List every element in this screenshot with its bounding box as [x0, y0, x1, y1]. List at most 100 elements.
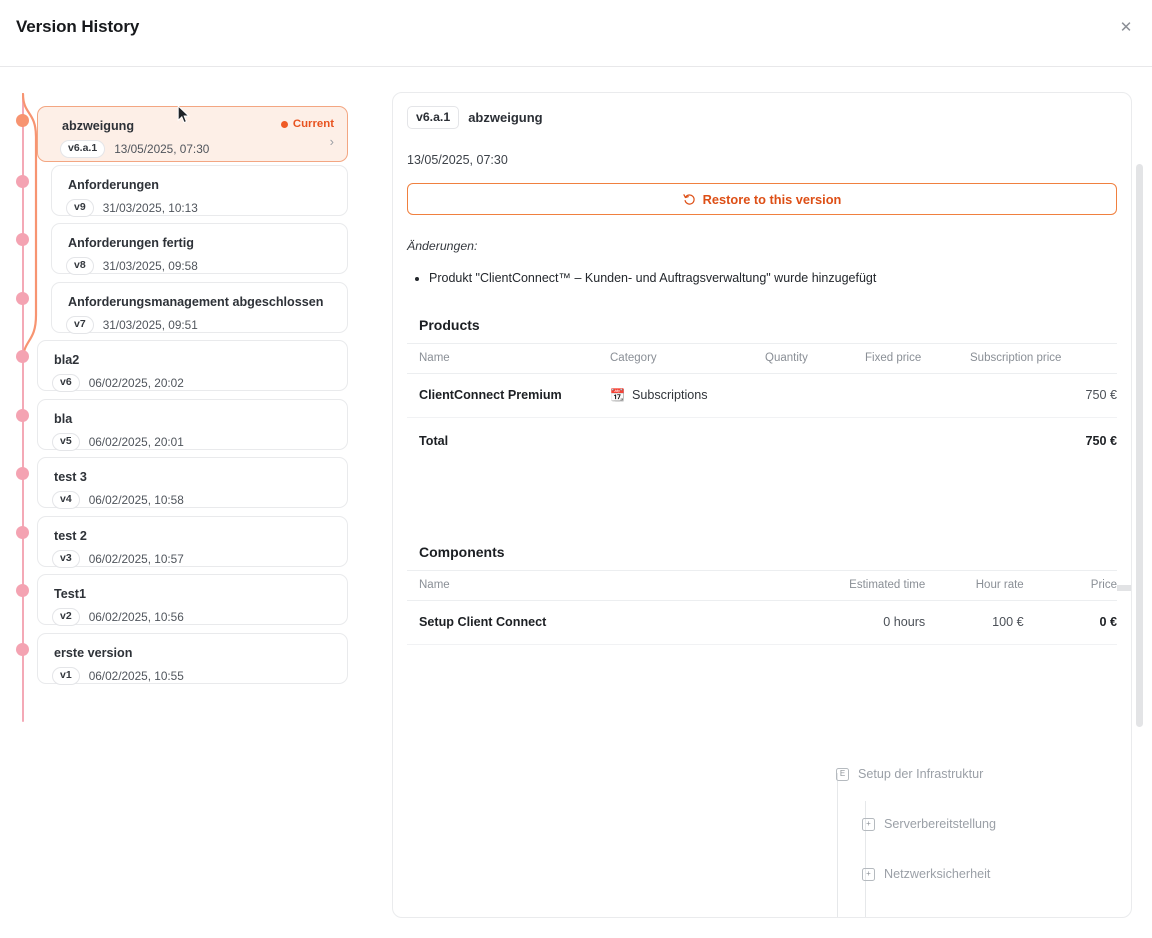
timeline-dot: [16, 292, 29, 305]
components-table: Name Estimated time Hour rate Price Setu…: [407, 570, 1117, 645]
tree-guide-line: [837, 773, 838, 917]
restore-undo-icon: [683, 193, 695, 205]
tree-guide-line: [865, 801, 866, 917]
products-table: Name Category Quantity Fixed price Subsc…: [407, 343, 1117, 463]
version-date: 06/02/2025, 10:55: [88, 668, 184, 683]
version-card-v5[interactable]: bla v5 06/02/2025, 20:01: [37, 399, 348, 451]
plus-box-icon: +: [862, 867, 875, 881]
spacer-cell: [765, 418, 865, 464]
chevron-right-icon[interactable]: ›: [329, 134, 334, 149]
version-name: Test1: [54, 587, 86, 601]
tree-item-label-wrap: + Serverbereitstellung: [862, 817, 996, 831]
version-meta: v3 06/02/2025, 10:57: [52, 550, 184, 568]
tree-item[interactable]: E Setup der Infrastruktur -: [813, 753, 1131, 803]
tree-item-label-wrap: ☷ Hausaufgabenliste für Kunde: [862, 917, 1046, 918]
component-name: Setup Client Connect: [407, 600, 817, 645]
changes-label: Änderungen:: [407, 239, 478, 253]
col-name: Name: [407, 570, 817, 601]
version-card-v1[interactable]: erste version v1 06/02/2025, 10:55: [37, 633, 348, 685]
col-subscription-price: Subscription price: [970, 343, 1117, 374]
restore-button-label: Restore to this version: [702, 191, 842, 207]
timeline-dot: [16, 233, 29, 246]
version-card-v3[interactable]: test 2 v3 06/02/2025, 10:57: [37, 516, 348, 568]
tree-item-label-wrap: E Setup der Infrastruktur: [836, 767, 983, 781]
version-card-v6[interactable]: bla2 v6 06/02/2025, 20:02: [37, 340, 348, 392]
detail-header: v6.a.1 abzweigung: [407, 106, 543, 130]
version-badge: v6: [52, 374, 80, 392]
tree-item[interactable]: ☷ Hausaufgabenliste für Kunde -: [813, 903, 1131, 918]
product-subscription-price: 750 €: [970, 373, 1117, 418]
version-meta: v8 31/03/2025, 09:58: [66, 257, 198, 275]
detail-version-name: abzweigung: [468, 110, 543, 126]
table-row[interactable]: Setup Client Connect 0 hours 100 € 0 €: [407, 600, 1117, 645]
version-date: 06/02/2025, 10:57: [88, 551, 184, 566]
version-date: 06/02/2025, 10:56: [88, 609, 184, 624]
products-total-value: 750 €: [1085, 434, 1117, 448]
list-box-icon: ☷: [862, 918, 875, 919]
spacer-cell: [610, 418, 765, 464]
timeline-dot: [16, 350, 29, 363]
timeline-dot: [16, 175, 29, 188]
timeline-dot: [16, 467, 29, 480]
version-meta: v1 06/02/2025, 10:55: [52, 667, 184, 685]
restore-to-version-button[interactable]: Restore to this version: [407, 183, 1117, 215]
component-tree: E Setup der Infrastruktur - + Serverbere…: [813, 753, 1131, 918]
timeline-row: test 3 v4 06/02/2025, 10:58: [0, 67, 380, 509]
version-meta: v6.a.1 13/05/2025, 07:30: [60, 140, 209, 158]
col-price: Price: [1023, 570, 1117, 601]
version-badge: v8: [66, 257, 94, 275]
components-section-title: Components: [419, 544, 505, 560]
version-meta: v6 06/02/2025, 20:02: [52, 374, 184, 392]
product-category-label: Subscriptions: [631, 388, 708, 402]
col-name: Name: [407, 343, 610, 374]
status-dot-icon: [280, 120, 288, 128]
list-item: Produkt "ClientConnect™ – Kunden- und Au…: [429, 269, 1113, 287]
tree-item[interactable]: + Netzwerksicherheit -: [813, 853, 1131, 903]
version-card-v4[interactable]: test 3 v4 06/02/2025, 10:58: [37, 457, 348, 509]
table-header-row: Name Estimated time Hour rate Price: [407, 570, 1117, 601]
version-badge: v5: [52, 433, 80, 451]
timeline-row: Anforderungen fertig v8 31/03/2025, 09:5…: [0, 67, 380, 275]
tree-item[interactable]: + Serverbereitstellung -: [813, 803, 1131, 853]
version-date: 31/03/2025, 10:13: [102, 200, 198, 215]
version-date: 06/02/2025, 20:01: [88, 434, 184, 449]
table-total-row: Total 750 €: [407, 418, 1117, 464]
version-date: 06/02/2025, 20:02: [88, 375, 184, 390]
timeline-dot: [16, 584, 29, 597]
component-hour-rate: 100 €: [925, 600, 1024, 645]
table-row[interactable]: ClientConnect Premium 📆 Subscriptions 75…: [407, 373, 1117, 418]
product-category: 📆 Subscriptions: [610, 373, 765, 418]
version-badge: v6.a.1: [60, 140, 106, 158]
detail-panel-vertical-scrollbar[interactable]: [1136, 164, 1143, 727]
timeline-row: test 2 v3 06/02/2025, 10:57: [0, 67, 380, 568]
timeline-dot: [16, 409, 29, 422]
spacer-cell: [865, 418, 970, 464]
timeline-row: Anforderungsmanagement abgeschlossen v7 …: [0, 67, 380, 334]
close-icon[interactable]: ✕: [1113, 14, 1139, 40]
col-quantity: Quantity: [765, 343, 865, 374]
version-detail-panel: v6.a.1 abzweigung 13/05/2025, 07:30 Rest…: [392, 92, 1132, 918]
timeline-dot: [16, 643, 29, 656]
tree-item-label: Netzwerksicherheit: [884, 867, 991, 881]
version-badge: v2: [52, 608, 80, 626]
product-quantity: [765, 373, 865, 418]
version-meta: v9 31/03/2025, 10:13: [66, 199, 198, 217]
version-name: abzweigung: [62, 119, 135, 133]
table-header-row: Name Category Quantity Fixed price Subsc…: [407, 343, 1117, 374]
version-name: test 2: [54, 529, 87, 543]
version-card-v9[interactable]: Anforderungen v9 31/03/2025, 10:13: [51, 165, 348, 217]
timeline-dot: [16, 114, 29, 127]
version-meta: v2 06/02/2025, 10:56: [52, 608, 184, 626]
version-card-v7[interactable]: Anforderungsmanagement abgeschlossen v7 …: [51, 282, 348, 334]
version-name: Anforderungsmanagement abgeschlossen: [68, 295, 324, 309]
version-name: bla2: [54, 353, 80, 367]
version-card-v6-a-1[interactable]: abzweigung Current › v6.a.1 13/05/2025, …: [37, 106, 348, 162]
version-badge: v3: [52, 550, 80, 568]
version-meta: v5 06/02/2025, 20:01: [52, 433, 184, 451]
detail-version-badge: v6.a.1: [407, 106, 460, 130]
version-card-v2[interactable]: Test1 v2 06/02/2025, 10:56: [37, 574, 348, 626]
timeline-row: bla2 v6 06/02/2025, 20:02: [0, 67, 380, 392]
version-card-v8[interactable]: Anforderungen fertig v8 31/03/2025, 09:5…: [51, 223, 348, 275]
version-badge: v1: [52, 667, 80, 685]
version-timeline: abzweigung Current › v6.a.1 13/05/2025, …: [0, 67, 380, 938]
